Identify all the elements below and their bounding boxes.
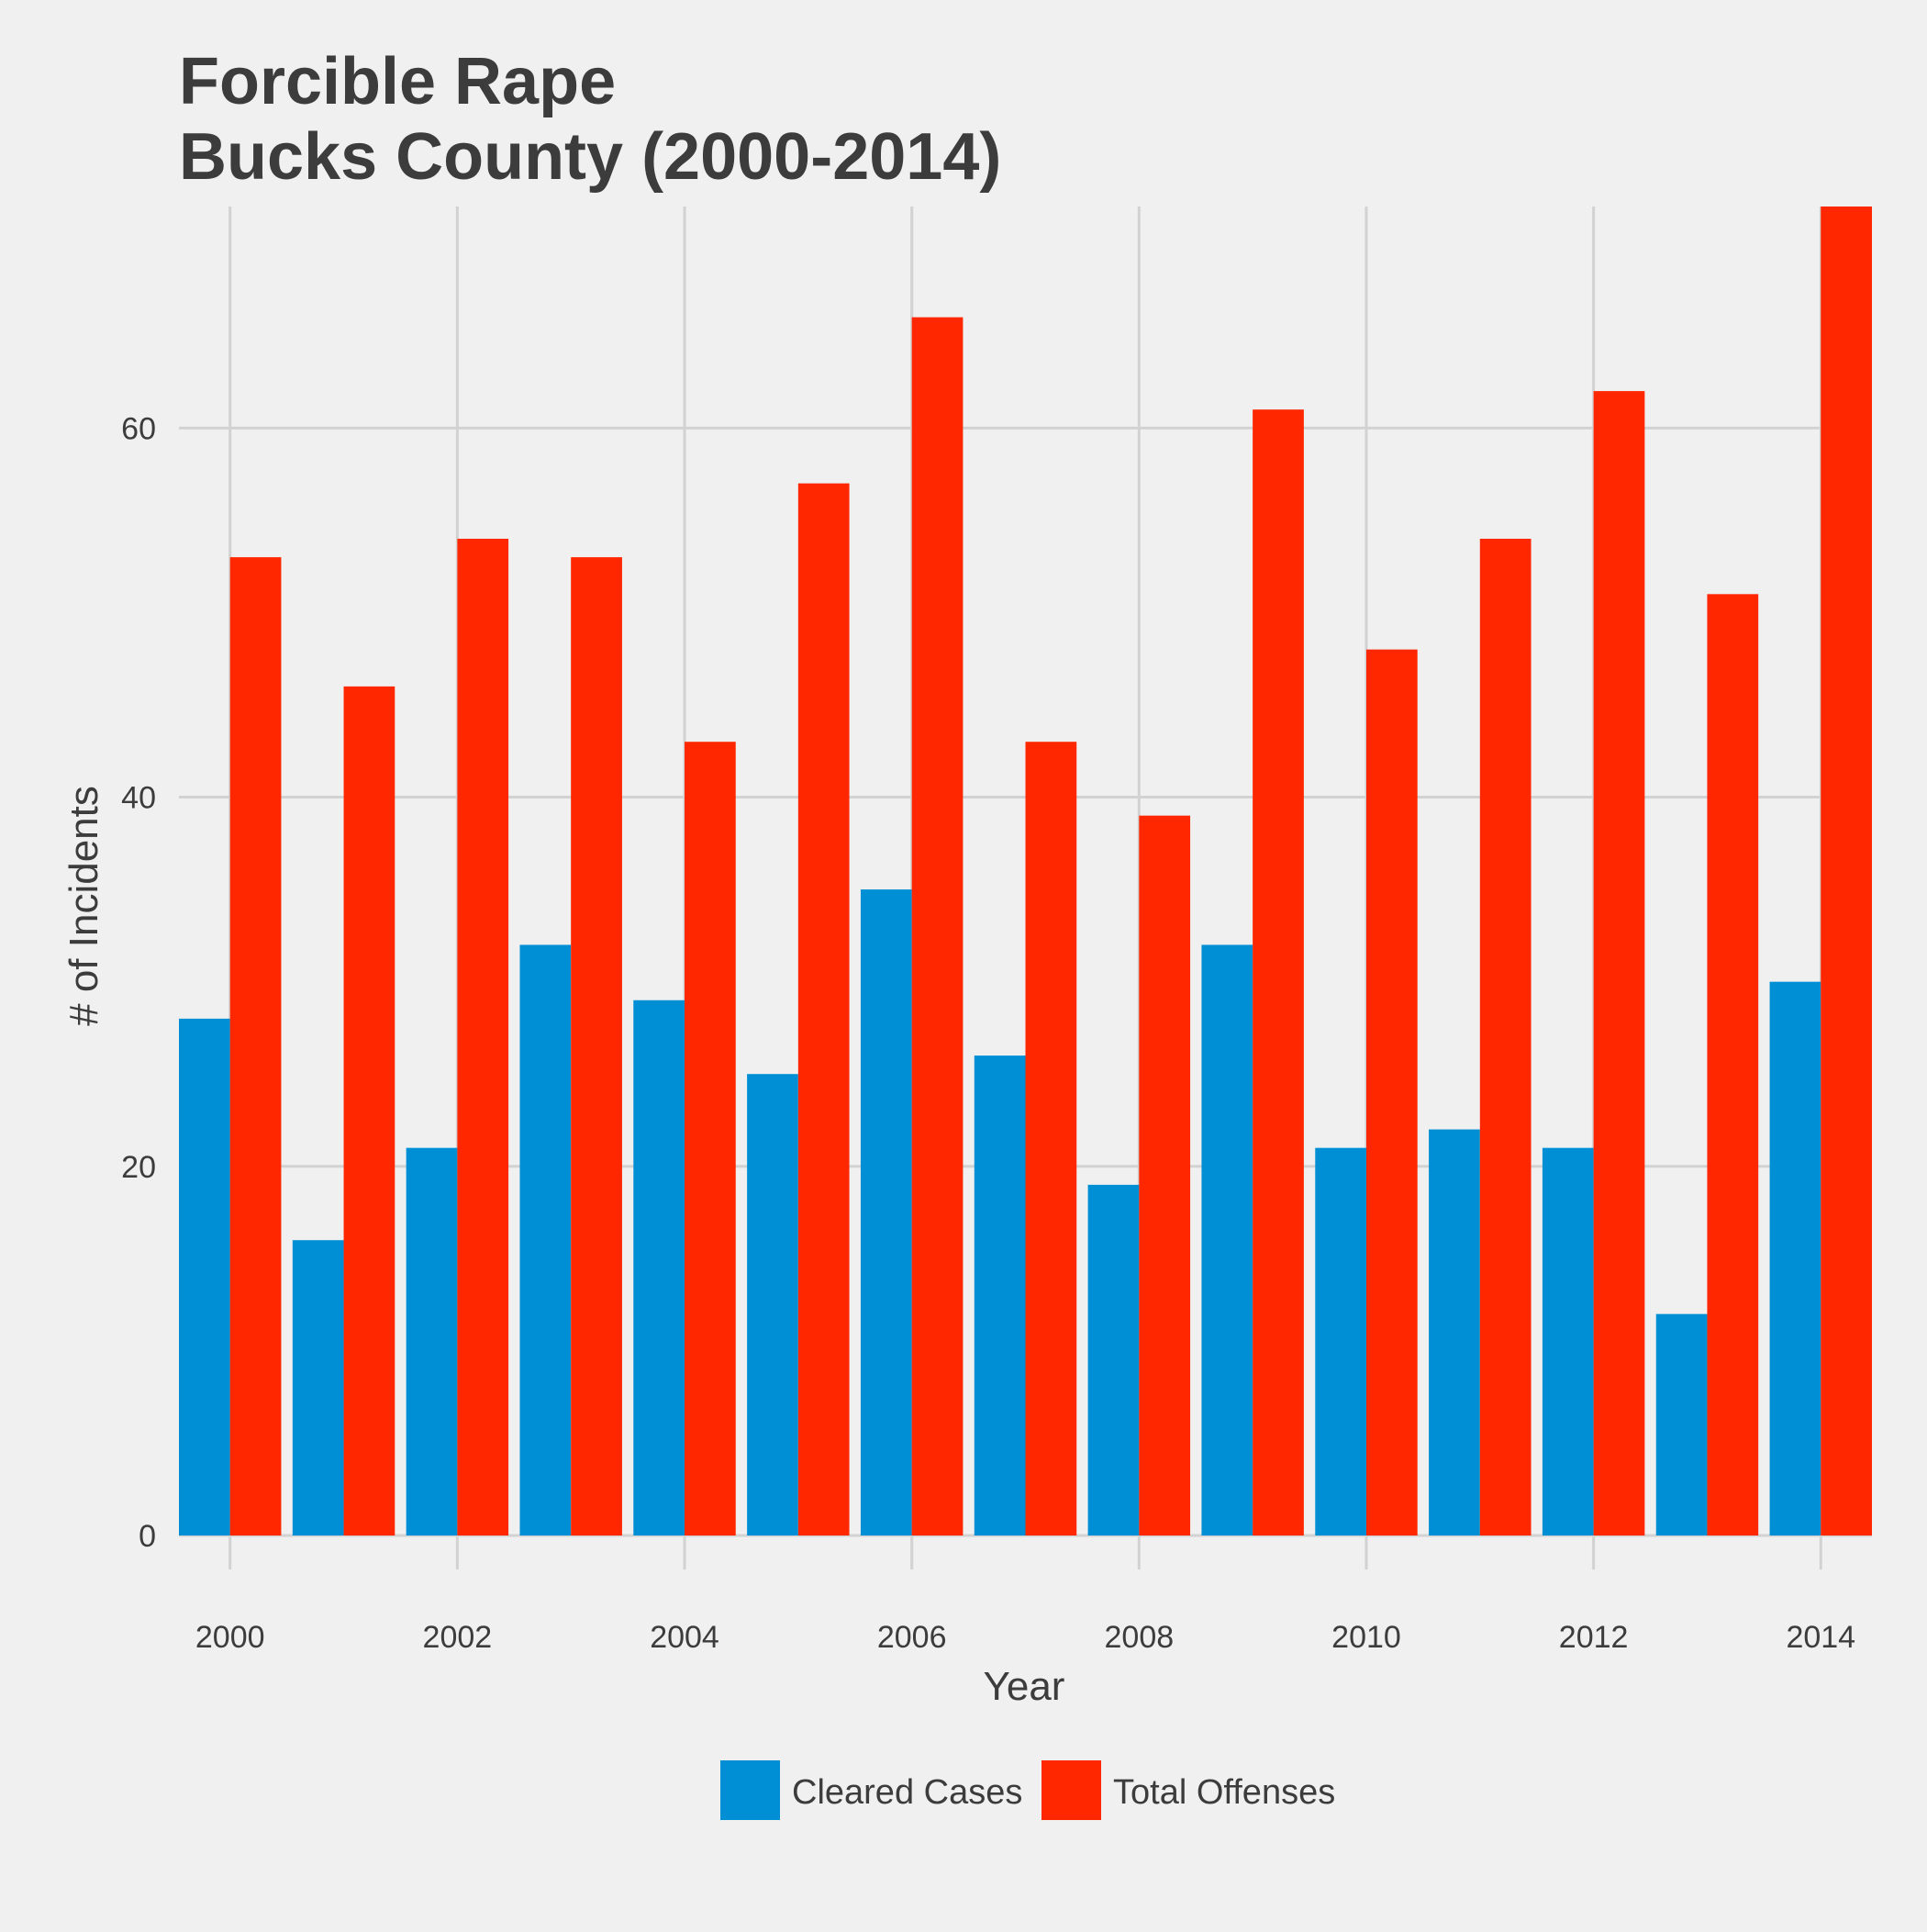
legend: Cleared Cases Total Offenses <box>720 1760 1335 1820</box>
y-tick-label-40: 40 <box>121 781 156 816</box>
bar-cleared-cases-2014 <box>1769 981 1821 1536</box>
bar-total-offenses-2010 <box>1365 649 1418 1536</box>
legend-swatch-cleared-cases <box>720 1760 780 1820</box>
bar-cleared-cases-2000 <box>179 1018 230 1536</box>
bar-total-offenses-2002 <box>457 539 509 1536</box>
bar-cleared-cases-2003 <box>519 944 572 1536</box>
bar-cleared-cases-2007 <box>974 1055 1026 1536</box>
legend-swatch-total-offenses <box>1041 1760 1101 1820</box>
bar-total-offenses-2008 <box>1139 815 1191 1536</box>
bar-cleared-cases-2004 <box>633 1000 685 1536</box>
bar-total-offenses-2003 <box>571 557 622 1536</box>
x-axis-title: Year <box>984 1664 1065 1709</box>
y-axis-title: # of Incidents <box>61 786 106 1026</box>
y-axis-ticks: 0 20 40 60 <box>121 411 156 1554</box>
legend-label-total-offenses: Total Offenses <box>1113 1773 1335 1812</box>
chart-title-line-1: Forcible Rape <box>179 45 616 118</box>
x-axis-ticks: 2000 2002 2004 2006 2008 2010 2012 2014 <box>195 1620 1855 1655</box>
bar-cleared-cases-2002 <box>406 1147 458 1536</box>
bar-cleared-cases-2008 <box>1087 1184 1140 1536</box>
bar-cleared-cases-2009 <box>1201 944 1253 1536</box>
y-tick-label-60: 60 <box>121 411 156 446</box>
x-tick-label-2006: 2006 <box>877 1620 947 1655</box>
bar-total-offenses-2004 <box>685 742 736 1536</box>
legend-label-cleared-cases: Cleared Cases <box>792 1773 1022 1812</box>
bar-cleared-cases-2006 <box>860 889 912 1536</box>
bar-total-offenses-2006 <box>911 317 964 1536</box>
bar-total-offenses-2001 <box>343 686 395 1536</box>
y-tick-label-0: 0 <box>139 1519 156 1554</box>
bar-cleared-cases-2013 <box>1655 1313 1708 1536</box>
x-tick-label-2002: 2002 <box>423 1620 493 1655</box>
bar-cleared-cases-2010 <box>1315 1147 1366 1536</box>
x-tick-label-2012: 2012 <box>1559 1620 1629 1655</box>
x-tick-label-2004: 2004 <box>650 1620 719 1655</box>
bar-cleared-cases-2011 <box>1429 1129 1480 1536</box>
x-tick-label-2008: 2008 <box>1105 1620 1175 1655</box>
bar-total-offenses-2005 <box>797 483 850 1536</box>
bar-total-offenses-2012 <box>1593 391 1645 1536</box>
bar-cleared-cases-2005 <box>747 1074 798 1536</box>
bar-series <box>179 207 1872 1536</box>
x-tick-label-2010: 2010 <box>1331 1620 1401 1655</box>
bar-total-offenses-2000 <box>229 557 282 1536</box>
bar-total-offenses-2011 <box>1479 539 1532 1536</box>
bar-total-offenses-2009 <box>1253 409 1304 1536</box>
bar-total-offenses-2013 <box>1707 594 1759 1536</box>
chart-title-line-2: Bucks County (2000-2014) <box>179 120 1001 194</box>
x-tick-label-2014: 2014 <box>1786 1620 1855 1655</box>
bar-total-offenses-2007 <box>1025 742 1077 1536</box>
y-tick-label-20: 20 <box>121 1150 156 1185</box>
bar-total-offenses-2014 <box>1821 207 1872 1536</box>
bar-cleared-cases-2001 <box>292 1240 344 1536</box>
bar-cleared-cases-2012 <box>1542 1147 1594 1536</box>
x-tick-label-2000: 2000 <box>195 1620 265 1655</box>
